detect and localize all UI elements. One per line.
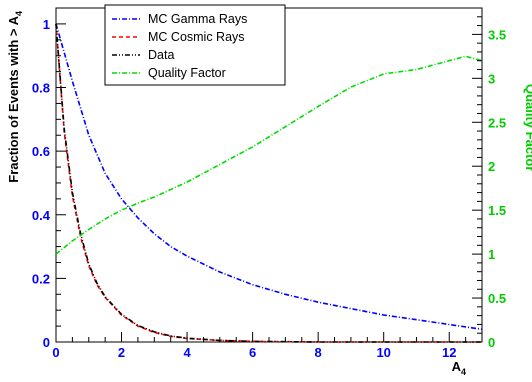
series-line-data [55, 23, 482, 343]
y2-tick-label: 2 [488, 159, 495, 174]
x-tick-label: 12 [442, 345, 456, 360]
y2-tick-label: 0 [488, 335, 495, 350]
y-tick-label: 0.4 [32, 208, 51, 223]
y2-tick-label: 1.5 [488, 203, 506, 218]
y-axis-left: 0 0.2 0.4 0.6 0.8 1 [32, 7, 66, 350]
y-tick-label: 0.6 [32, 144, 50, 159]
x-tick-label: 4 [183, 345, 191, 360]
y-axis-title: Fraction of Events with > A4 [6, 11, 24, 183]
y-tick-label: 1 [43, 17, 50, 32]
legend-entry: Data [148, 48, 174, 62]
x-tick-label: 8 [315, 345, 322, 360]
legend-entry: MC Gamma Rays [148, 12, 247, 26]
legend-entry: Quality Factor [148, 66, 226, 80]
y-tick-label: 0.2 [32, 271, 50, 286]
y-axis-right: 0 0.5 1 1.5 2 2.5 3 3.5 [472, 7, 506, 350]
y-tick-label: 0 [43, 335, 50, 350]
series-line-quality-factor [55, 55, 483, 255]
x-tick-label: 6 [249, 345, 256, 360]
x-axis: 0 2 4 6 8 10 12 [52, 332, 483, 360]
y2-tick-label: 1 [488, 247, 495, 262]
y-tick-label: 0.8 [32, 81, 50, 96]
legend-entry: MC Cosmic Rays [148, 30, 245, 44]
x-tick-label: 0 [52, 345, 59, 360]
y2-tick-label: 0.5 [488, 291, 506, 306]
series-line-mc-gamma-rays [55, 23, 483, 331]
x-tick-label: 10 [376, 345, 390, 360]
x-axis-title: A4 [452, 359, 466, 377]
y2-tick-label: 3 [488, 71, 495, 86]
y2-tick-label: 2.5 [488, 115, 506, 130]
y2-axis-title: Quality Factor [523, 84, 532, 171]
legend: MC Gamma Rays MC Cosmic Rays Data Quality F… [104, 4, 286, 86]
x-tick-label: 2 [118, 345, 125, 360]
y2-tick-label: 3.5 [488, 27, 506, 42]
